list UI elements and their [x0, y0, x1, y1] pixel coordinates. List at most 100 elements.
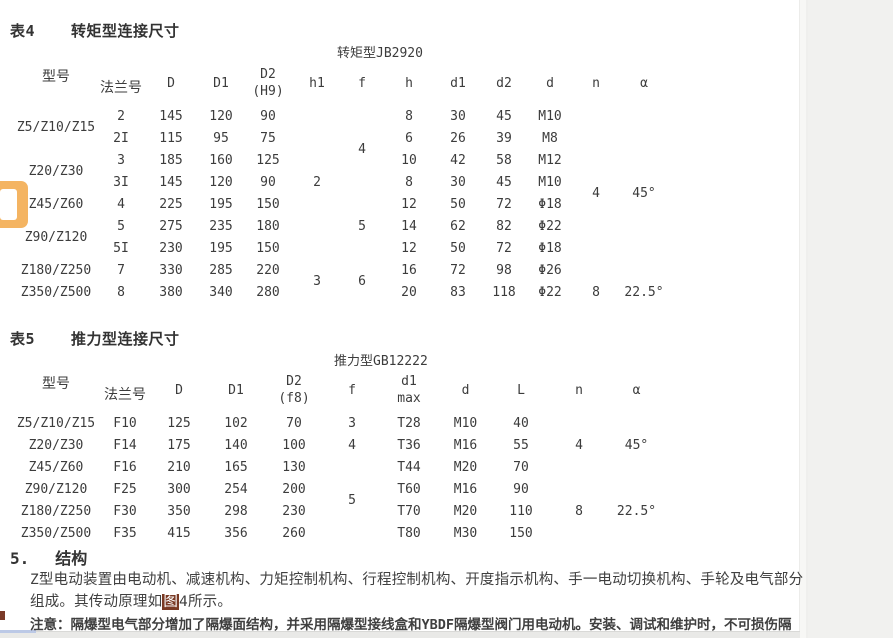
cell-D: 275 — [159, 218, 183, 234]
cell-d: M20 — [453, 503, 478, 519]
table4-subtitle: 转矩型JB2920 — [337, 46, 423, 61]
cell-d: M10 — [538, 108, 562, 124]
cell-D2: 70 — [286, 415, 302, 431]
cell-d1max: T28 — [397, 415, 421, 431]
col-d1max: d1 max — [380, 368, 438, 412]
cell-h: 6 — [405, 130, 413, 146]
cell-n: 8 — [575, 503, 583, 519]
cell-flange: F14 — [113, 437, 137, 453]
cell-d: M12 — [538, 152, 562, 168]
col-f: f — [358, 75, 366, 91]
cell-alpha: 22.5° — [616, 503, 657, 519]
cell-d1: 83 — [450, 284, 466, 300]
cell-D: 185 — [159, 152, 183, 168]
table4-body: Z5/Z10/Z15 Z20/Z30 Z45/Z60 Z90/Z120 Z180… — [12, 105, 670, 303]
cell-D1: 140 — [224, 437, 248, 453]
col-D2: D2 (H9) — [242, 60, 294, 106]
cell-d1: 26 — [450, 130, 466, 146]
cell-f-merged: 5 — [348, 492, 356, 508]
cell-d1: 50 — [450, 240, 466, 256]
cell-d: M8 — [542, 130, 558, 146]
paragraph-line2-pre: 组成。其传动原理如 — [30, 594, 163, 610]
cell-h1-merged: 2 — [313, 174, 321, 190]
col-d1: d1 — [450, 75, 466, 91]
table4-label: 表4 — [10, 22, 36, 40]
table5-body: Z5/Z10/Z15 F10 125 102 70 3 T28 M10 40 Z… — [12, 412, 664, 544]
section-title: 结构 — [55, 549, 88, 568]
col-n: n — [575, 382, 583, 398]
cell-h: 10 — [401, 152, 417, 168]
cell-L: 40 — [513, 415, 529, 431]
cell-alpha-merged: 45° — [632, 185, 656, 201]
model-cell: Z180/Z250 — [20, 262, 92, 278]
col-D1: D1 — [228, 382, 244, 398]
section-number: 5. — [10, 549, 30, 568]
cell-flange: 4 — [117, 196, 125, 212]
col-D2-line2: (H9) — [252, 84, 284, 99]
cell-d1: 72 — [450, 262, 466, 278]
col-h1: h1 — [309, 75, 325, 91]
cell-d: Φ22 — [538, 284, 562, 300]
cell-D: 145 — [159, 108, 183, 124]
cell-flange: 3I — [113, 174, 129, 190]
col-D1: D1 — [213, 75, 229, 91]
cell-D2: 100 — [282, 437, 306, 453]
section-heading: 5. 结构 — [10, 545, 87, 569]
table4-title-text: 转矩型连接尺寸 — [71, 22, 180, 40]
col-d2: d2 — [496, 75, 512, 91]
search-highlight: 图 — [162, 594, 180, 610]
paragraph-line2-post: 4所示。 — [179, 594, 233, 610]
cell-d: Φ18 — [538, 196, 562, 212]
cell-flange: 8 — [117, 284, 125, 300]
col-D2-line1: D2 — [286, 374, 302, 389]
col-flange: 法兰号 — [100, 80, 142, 96]
cell-flange: F30 — [113, 503, 137, 519]
col-d1-line2: max — [397, 391, 421, 406]
cell-d1: 30 — [450, 108, 466, 124]
cell-D2: 200 — [282, 481, 306, 497]
cell-D2: 130 — [282, 459, 306, 475]
cell-h: 14 — [401, 218, 417, 234]
cell-f-merged: 4 — [358, 141, 366, 157]
model-cell: Z20/Z30 — [28, 163, 84, 179]
cell-f-merged: 6 — [358, 273, 366, 289]
cell-alpha: 45° — [624, 437, 649, 453]
cell-flange: 3 — [117, 152, 125, 168]
cell-D: 115 — [159, 130, 183, 146]
col-alpha: α — [632, 382, 641, 398]
cell-f-merged: 5 — [358, 218, 366, 234]
cell-flange: 7 — [117, 262, 125, 278]
cell-D1: 120 — [209, 108, 233, 124]
model-cell: Z5/Z10/Z15 — [16, 119, 96, 135]
model-cell: Z20/Z30 — [28, 437, 84, 453]
cell-D: 175 — [167, 437, 191, 453]
cell-D2: 230 — [282, 503, 306, 519]
col-L: L — [517, 382, 525, 398]
cell-d1: 50 — [450, 196, 466, 212]
side-widget-icon — [0, 189, 17, 220]
cell-n: 4 — [575, 437, 583, 453]
cell-d: M16 — [453, 481, 478, 497]
cell-D1: 102 — [224, 415, 248, 431]
cell-d: M10 — [453, 415, 478, 431]
model-cell: Z180/Z250 — [20, 503, 92, 519]
cell-d2: 72 — [496, 240, 512, 256]
cell-D: 145 — [159, 174, 183, 190]
cell-D: 415 — [167, 525, 191, 541]
cell-flange: 5I — [113, 240, 129, 256]
cell-D2: 125 — [256, 152, 280, 168]
table5-title-text: 推力型连接尺寸 — [71, 330, 180, 348]
cell-d1max: T60 — [397, 481, 421, 497]
cell-L: 90 — [513, 481, 529, 497]
model-cell: Z350/Z500 — [20, 525, 92, 541]
cell-f: 3 — [348, 415, 356, 431]
model-cell: Z90/Z120 — [24, 229, 88, 245]
col-D2: D2 (f8) — [264, 368, 324, 412]
cell-D1: 195 — [209, 240, 233, 256]
col-model: 型号 — [42, 376, 70, 392]
cell-h: 8 — [405, 174, 413, 190]
side-widget-button[interactable] — [0, 181, 28, 228]
cell-d1max: T44 — [397, 459, 421, 475]
col-h: h — [405, 75, 413, 91]
